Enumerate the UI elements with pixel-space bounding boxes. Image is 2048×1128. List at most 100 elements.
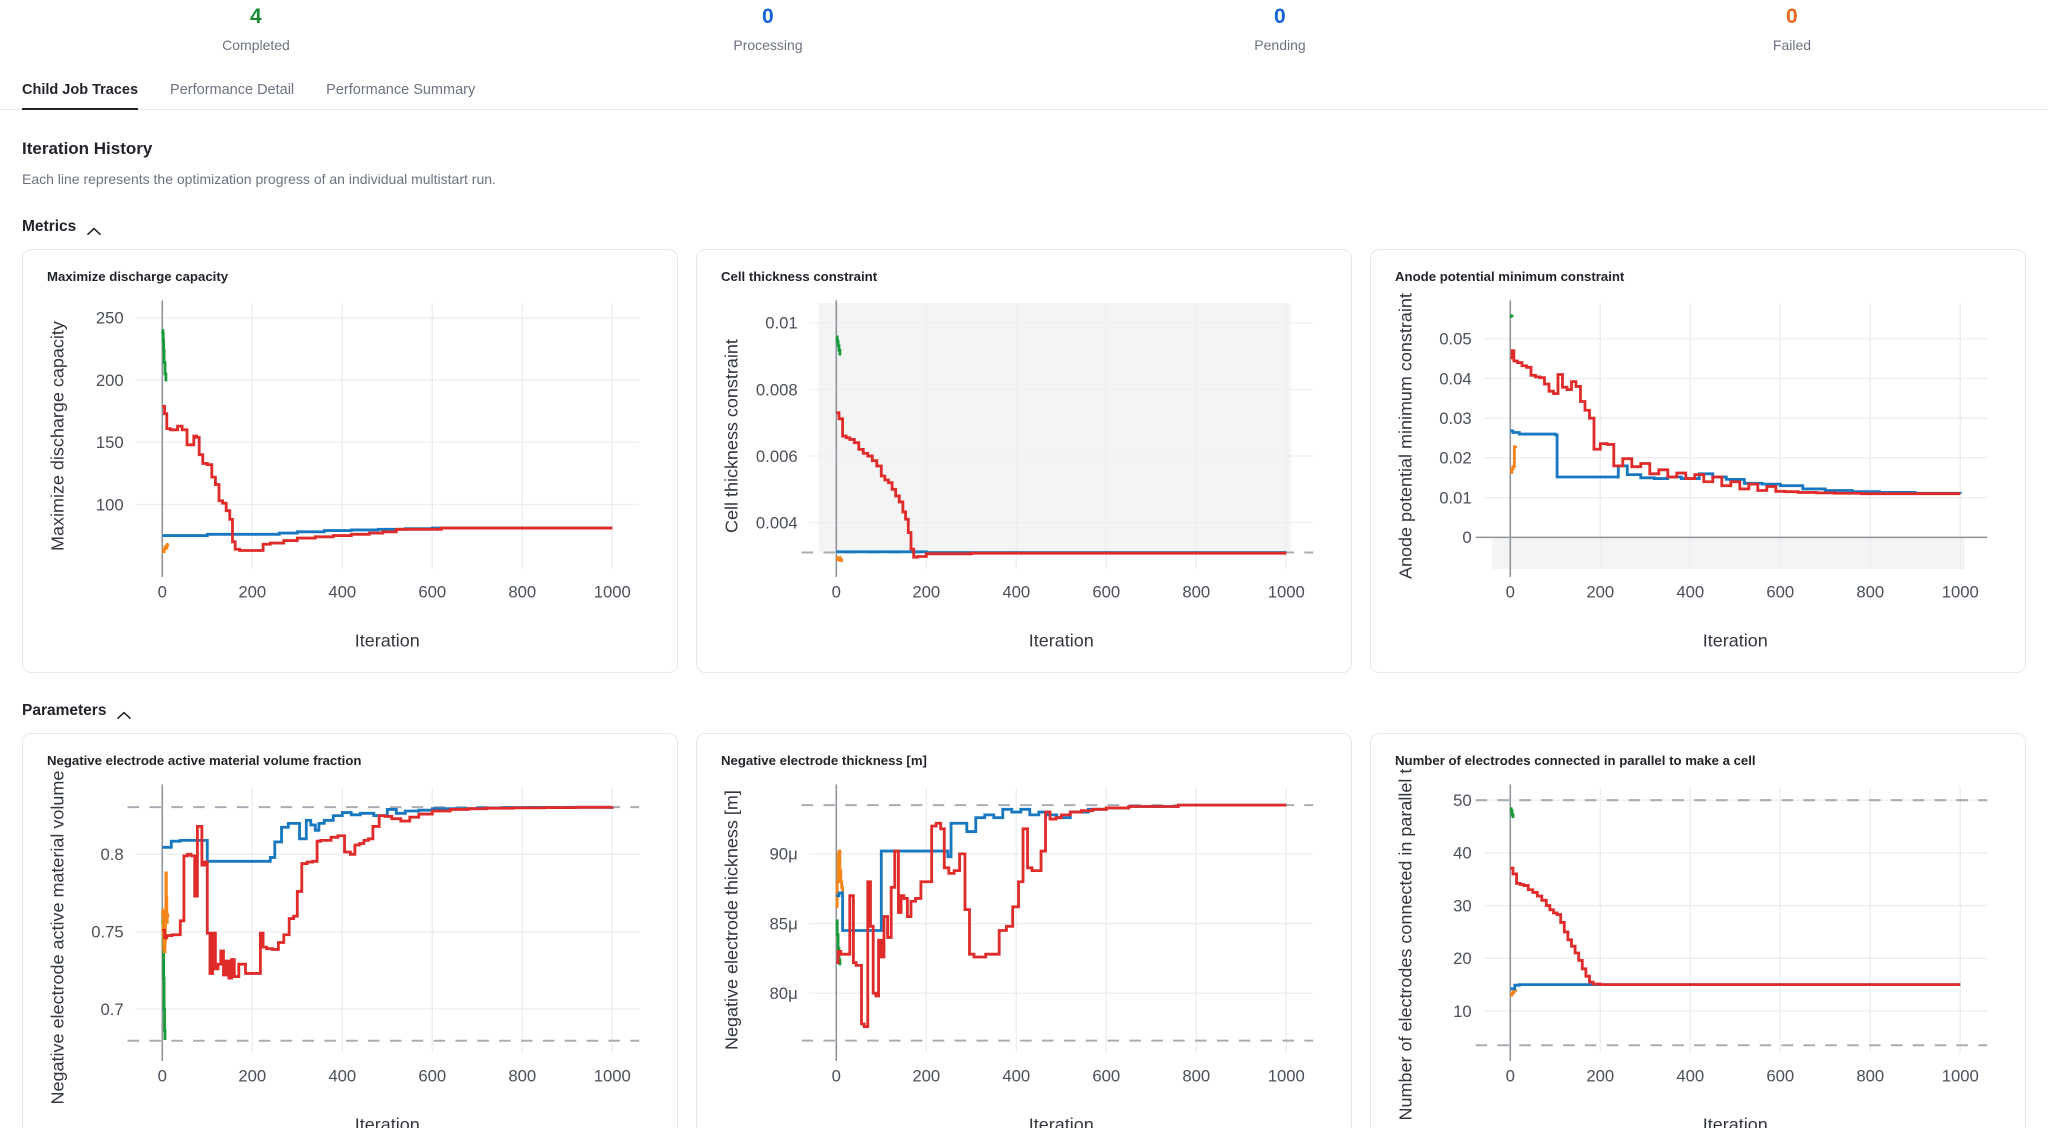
y-tick-label: 50 — [1453, 791, 1472, 810]
x-axis-title: Iteration — [1029, 1115, 1094, 1128]
y-axis-title: Cell thickness constraint — [721, 339, 741, 533]
chart-plot-area[interactable]: 100 150 200 250 0 200 400 600 800 1000 Iteration Ma… — [35, 285, 665, 664]
chevron-up-icon[interactable] — [87, 223, 102, 235]
page-subtitle: Each line represents the optimization pr… — [22, 171, 496, 187]
y-tick-label: 0 — [1462, 528, 1471, 547]
chart-plot-area[interactable]: 0.004 0.006 0.008 0.01 0 200 400 600 800 1000 Iter… — [709, 285, 1339, 664]
status-count: 0 — [1786, 5, 1798, 28]
y-tick-label: 0.02 — [1439, 449, 1472, 468]
x-tick-label: 400 — [1002, 582, 1030, 601]
trace-run-orange — [1510, 989, 1518, 997]
page-title: Iteration History — [22, 139, 153, 158]
feasible-region-band — [818, 302, 1291, 553]
x-tick-label: 800 — [1856, 1067, 1884, 1086]
x-tick-label: 800 — [1182, 1067, 1210, 1086]
status-label: Failed — [1772, 37, 1812, 53]
chart-card-number-of-electrodes-connected-in-parallel: Number of electrodes connected in parall… — [1370, 733, 2026, 1128]
status-count: 0 — [762, 5, 774, 28]
feasible-region-band — [1492, 537, 1965, 570]
y-tick-label: 0.8 — [100, 845, 123, 864]
chart-title: Cell thickness constraint — [721, 269, 878, 284]
y-tick-label: 0.7 — [100, 1000, 123, 1019]
chart-title: Maximize discharge capacity — [47, 269, 229, 284]
status-counter-completed: 4 Completed — [0, 4, 512, 62]
x-tick-label: 800 — [508, 1067, 536, 1086]
x-tick-label: 400 — [328, 582, 356, 601]
x-tick-label: 1000 — [1942, 1067, 1979, 1086]
x-tick-label: 200 — [238, 582, 266, 601]
trace-run-green — [835, 919, 842, 966]
x-tick-label: 600 — [418, 1067, 446, 1086]
trace-run-green — [1509, 807, 1515, 819]
status-counter-failed: 0 Failed — [1536, 4, 2048, 62]
x-tick-label: 0 — [832, 582, 841, 601]
x-tick-label: 0 — [1506, 582, 1515, 601]
chart-plot-area[interactable]: 80μ 85μ 90μ 0 200 400 600 800 1000 Iteration Negat… — [709, 769, 1339, 1128]
chart-title: Anode potential minimum constraint — [1395, 269, 1625, 284]
y-tick-label: 10 — [1453, 1002, 1472, 1021]
y-axis-title: Anode potential minimum constraint — [1395, 293, 1415, 579]
trace-run-blue — [162, 806, 614, 863]
trace-run-orange — [835, 849, 845, 909]
chart-card-cell-thickness-constraint: Cell thickness constraint 0.004 0.006 0.008… — [696, 249, 1352, 674]
trace-run-green — [1509, 314, 1514, 318]
y-tick-label: 100 — [96, 495, 124, 514]
status-count: 4 — [250, 5, 262, 28]
x-tick-label: 600 — [1092, 582, 1120, 601]
y-tick-label: 0.75 — [91, 923, 124, 942]
chart-card-negative-electrode-active-material-volume-fraction: Negative electrode active material volum… — [22, 733, 678, 1128]
x-tick-label: 200 — [912, 1067, 940, 1086]
x-tick-label: 800 — [508, 582, 536, 601]
tab-child-job-traces[interactable]: Child Job Traces — [22, 82, 154, 110]
status-counter-processing: 0 Processing — [512, 4, 1024, 62]
y-tick-label: 150 — [96, 433, 124, 452]
trace-run-orange — [161, 542, 170, 554]
y-tick-label: 85μ — [770, 915, 798, 934]
metrics-section-title: Metrics — [22, 218, 77, 235]
x-tick-label: 800 — [1182, 582, 1210, 601]
trace-run-red — [1510, 867, 1961, 987]
y-tick-label: 90μ — [770, 845, 798, 864]
y-axis-title: Negative electrode thickness [m] — [721, 790, 741, 1050]
tab-performance-summary[interactable]: Performance Summary — [326, 82, 476, 98]
y-tick-label: 0.05 — [1439, 330, 1472, 349]
chart-title: Number of electrodes connected in parall… — [1395, 753, 1756, 769]
status-count: 0 — [1274, 5, 1286, 28]
parameters-chart-grid: Negative electrode active material volum… — [0, 721, 2048, 1128]
y-tick-label: 0.004 — [756, 513, 798, 532]
x-tick-label: 1000 — [1268, 582, 1305, 601]
x-tick-label: 1000 — [594, 582, 631, 601]
chart-title: Negative electrode active material volum… — [47, 753, 362, 769]
trace-run-red — [836, 803, 1287, 1029]
y-tick-label: 30 — [1453, 897, 1472, 916]
x-axis-title: Iteration — [355, 1115, 420, 1128]
x-axis-title: Iteration — [1029, 630, 1094, 650]
chart-card-negative-electrode-thickness: Negative electrode thickness [m] 80μ 85μ 90… — [696, 733, 1352, 1128]
chart-plot-area[interactable]: 0.7 0.75 0.8 0 200 400 600 800 1000 Iteration Nega… — [35, 769, 665, 1128]
parameters-section-toggle[interactable]: Parameters — [0, 701, 2048, 721]
y-axis-title: Number of electrodes connected in parall… — [1395, 769, 1415, 1121]
parameters-section-title: Parameters — [22, 702, 107, 720]
y-tick-label: 0.008 — [756, 380, 798, 399]
chart-title: Negative electrode thickness [m] — [721, 753, 927, 769]
chart-plot-area[interactable]: 0 0.01 0.02 0.03 0.04 0.05 0 200 400 600 800 1000 It… — [1383, 285, 2013, 664]
metrics-section-toggle[interactable]: Metrics — [0, 217, 2048, 237]
status-label: Processing — [733, 37, 803, 53]
status-label: Completed — [222, 37, 290, 53]
chevron-up-icon[interactable] — [117, 707, 132, 719]
y-tick-label: 250 — [96, 309, 124, 328]
page-header: Iteration History Each line represents t… — [0, 138, 2048, 189]
tab-bar: Child Job Traces Performance Detail Perfor… — [0, 68, 2048, 110]
tab-performance-detail[interactable]: Performance Detail — [170, 82, 295, 98]
x-tick-label: 200 — [238, 1067, 266, 1086]
x-tick-label: 0 — [158, 1067, 167, 1086]
x-tick-label: 600 — [1092, 1067, 1120, 1086]
chart-plot-area[interactable]: 10 20 30 40 50 0 200 400 600 800 1000 Iteration Numb… — [1383, 769, 2013, 1128]
x-tick-label: 200 — [1586, 582, 1614, 601]
chart-card-anode-potential-minimum-constraint: Anode potential minimum constraint 0 0.01 0… — [1370, 249, 2026, 674]
y-tick-label: 0.01 — [1439, 488, 1472, 507]
x-axis-title: Iteration — [1703, 1115, 1768, 1128]
x-tick-label: 400 — [328, 1067, 356, 1086]
trace-run-orange — [836, 556, 844, 562]
